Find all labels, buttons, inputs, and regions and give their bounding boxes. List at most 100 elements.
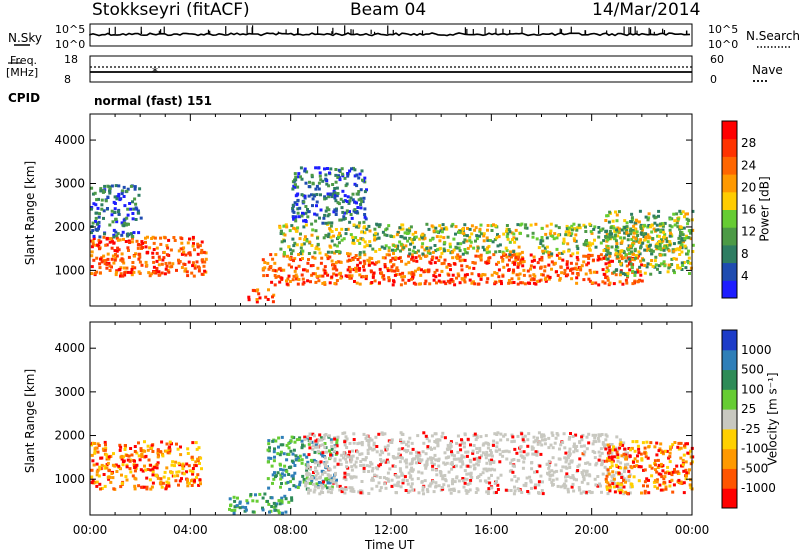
data-cell: [404, 236, 407, 240]
data-cell: [624, 455, 628, 459]
data-cell: [437, 259, 441, 262]
data-cell: [601, 280, 605, 284]
data-cell: [417, 470, 421, 474]
data-cell: [397, 448, 401, 452]
data-cell: [283, 233, 287, 237]
data-cell: [98, 271, 102, 275]
data-cell: [656, 466, 660, 469]
data-cell: [691, 243, 695, 247]
data-cell: [443, 227, 446, 231]
data-cell: [411, 275, 415, 279]
data-cell: [283, 464, 287, 468]
data-cell: [286, 277, 290, 281]
data-cell: [630, 212, 634, 216]
data-cell: [498, 460, 502, 464]
data-cell: [285, 282, 289, 286]
data-cell: [617, 482, 621, 486]
data-cell: [455, 441, 459, 445]
data-cell: [313, 461, 317, 465]
data-cell: [126, 213, 130, 217]
data-cell: [262, 274, 266, 278]
data-cell: [265, 274, 269, 277]
data-cell: [647, 235, 651, 239]
data-cell: [398, 240, 402, 244]
data-cell: [97, 215, 101, 219]
data-cell: [380, 461, 383, 464]
data-cell: [144, 245, 148, 249]
data-cell: [616, 249, 620, 253]
data-cell: [450, 487, 454, 491]
data-cell: [168, 440, 172, 444]
data-cell: [274, 475, 277, 479]
power-frame: [89, 113, 693, 307]
data-cell: [479, 277, 483, 281]
data-cell: [315, 213, 319, 217]
data-cell: [350, 274, 354, 278]
colorbar-swatch: [722, 369, 737, 390]
data-cell: [539, 452, 543, 456]
data-cell: [657, 472, 661, 476]
data-cell: [646, 233, 650, 237]
data-cell: [478, 446, 482, 450]
data-cell: [120, 473, 123, 477]
data-cell: [447, 470, 451, 474]
data-cell: [574, 233, 578, 237]
data-cell: [446, 448, 450, 452]
data-cell: [165, 264, 169, 268]
freq-frame: [89, 55, 693, 83]
data-cell: [593, 477, 597, 481]
data-cell: [585, 435, 589, 439]
data-cell: [287, 441, 291, 445]
data-cell: [332, 480, 336, 484]
data-cell: [658, 245, 662, 249]
data-cell: [451, 250, 455, 254]
data-cell: [155, 463, 159, 466]
data-cell: [463, 477, 466, 481]
data-cell: [280, 496, 284, 500]
data-cell: [513, 447, 517, 451]
data-cell: [604, 276, 608, 279]
data-cell: [623, 273, 627, 277]
data-cell: [100, 463, 104, 467]
data-cell: [331, 183, 335, 186]
data-cell: [439, 474, 443, 478]
data-cell: [99, 187, 103, 191]
data-cell: [191, 235, 195, 239]
data-cell: [96, 243, 100, 247]
data-cell: [232, 495, 236, 499]
data-cell: [334, 173, 338, 177]
data-cell: [456, 253, 460, 257]
data-cell: [387, 246, 391, 250]
data-cell: [450, 224, 454, 228]
data-cell: [264, 295, 268, 299]
data-cell: [129, 207, 133, 211]
data-cell: [108, 475, 112, 479]
data-cell: [130, 453, 134, 457]
data-cell: [356, 442, 360, 446]
data-cell: [682, 491, 686, 495]
data-cell: [668, 240, 672, 244]
data-cell: [335, 279, 339, 282]
data-cell: [370, 478, 374, 482]
data-cell: [353, 200, 357, 204]
data-cell: [95, 198, 99, 202]
data-cell: [647, 478, 650, 482]
data-cell: [682, 469, 686, 473]
data-cell: [487, 250, 491, 254]
data-cell: [544, 279, 548, 283]
data-cell: [521, 257, 525, 261]
data-cell: [354, 465, 358, 469]
nave-tick-bottom: 0: [710, 73, 717, 86]
data-cell: [166, 269, 170, 272]
data-cell: [409, 277, 413, 281]
data-cell: [332, 476, 336, 480]
data-cell: [400, 471, 404, 475]
data-cell: [301, 443, 304, 447]
data-cell: [279, 485, 282, 489]
data-cell: [587, 441, 591, 445]
data-cell: [619, 250, 623, 253]
data-cell: [348, 252, 352, 256]
data-cell: [660, 475, 664, 479]
data-cell: [485, 469, 489, 473]
data-cell: [334, 213, 338, 216]
